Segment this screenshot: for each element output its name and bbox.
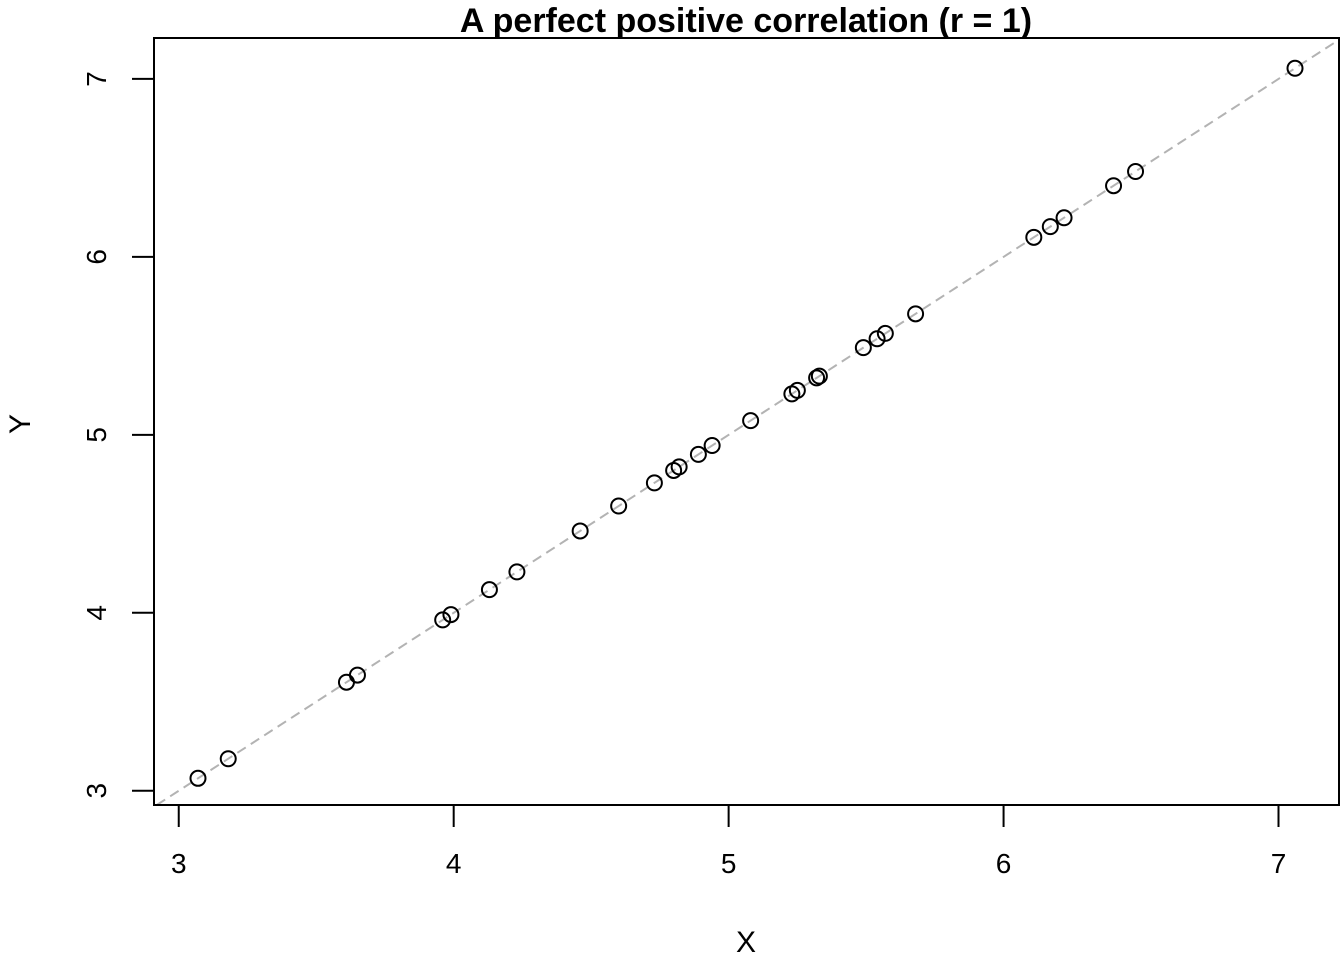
data-point xyxy=(907,305,925,323)
data-point xyxy=(1025,228,1043,246)
data-point xyxy=(348,666,366,684)
plot-frame xyxy=(153,37,1340,806)
data-point xyxy=(1105,177,1123,195)
x-tick-label: 7 xyxy=(1271,848,1287,879)
points-group xyxy=(189,59,1304,787)
data-point xyxy=(788,381,806,399)
data-point xyxy=(703,437,721,455)
y-axis-label: Y xyxy=(4,414,37,434)
data-point xyxy=(810,367,828,385)
data-point xyxy=(854,339,872,357)
data-point xyxy=(434,611,452,629)
data-point xyxy=(670,458,688,476)
data-point xyxy=(508,563,526,581)
data-point xyxy=(1127,162,1145,180)
y-axis: 3 4 5 6 7 xyxy=(81,71,155,799)
x-axis-label: X xyxy=(736,926,756,959)
x-tick-label: 4 xyxy=(446,848,462,879)
chart-title: A perfect positive correlation (r = 1) xyxy=(460,2,1032,40)
y-tick-label: 6 xyxy=(81,249,112,265)
data-point xyxy=(480,581,498,599)
data-point xyxy=(610,497,628,515)
data-point xyxy=(1041,218,1059,236)
y-tick-label: 7 xyxy=(81,71,112,87)
reference-line xyxy=(156,38,1340,806)
data-point xyxy=(189,769,207,787)
data-point xyxy=(868,330,886,348)
data-point xyxy=(442,606,460,624)
data-point xyxy=(571,522,589,540)
x-tick-label: 5 xyxy=(721,848,737,879)
x-tick-label: 3 xyxy=(171,848,187,879)
data-point xyxy=(876,324,894,342)
data-point xyxy=(742,412,760,430)
x-tick-label: 6 xyxy=(996,848,1012,879)
y-tick-label: 4 xyxy=(81,605,112,621)
x-axis: 3 4 5 6 7 xyxy=(171,804,1287,879)
y-tick-label: 5 xyxy=(81,427,112,443)
data-point xyxy=(219,750,237,768)
y-tick-label: 3 xyxy=(81,783,112,799)
data-point xyxy=(645,474,663,492)
data-point xyxy=(689,445,707,463)
data-point xyxy=(1286,59,1304,77)
data-point xyxy=(1055,209,1073,227)
plot-area xyxy=(153,37,1340,806)
data-point xyxy=(808,369,826,387)
